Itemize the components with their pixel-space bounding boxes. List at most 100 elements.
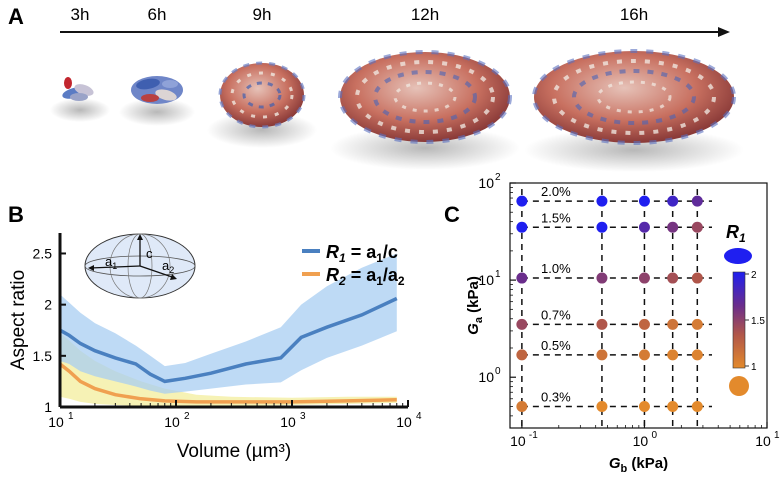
- legend-r1-label: R1 = a1/c: [326, 242, 398, 265]
- timepoint-16h: 16h: [620, 5, 648, 24]
- grid-point: [691, 400, 703, 412]
- grid-point: [667, 349, 679, 361]
- y-tick-label: 1: [44, 399, 52, 415]
- x-tick-label: 10: [755, 433, 771, 449]
- aggregate-9h: [218, 61, 306, 129]
- grid-point: [596, 195, 608, 207]
- grid-point: [691, 272, 703, 284]
- x-tick-label: 10: [510, 433, 526, 449]
- strain-label-bg: [536, 210, 572, 225]
- grid-point: [596, 400, 608, 412]
- grid-point: [638, 349, 650, 361]
- strain-label: 2.0%: [541, 184, 571, 199]
- grid-point: [638, 272, 650, 284]
- grid-point: [691, 349, 703, 361]
- grid-point: [516, 400, 528, 412]
- x-tick-label: 10: [280, 414, 296, 430]
- x-tick-exponent: -1: [529, 430, 538, 441]
- shadow-16h: [524, 128, 744, 172]
- y-axis-label: Aspect ratio: [8, 270, 29, 370]
- strain-label-bg: [536, 337, 572, 352]
- y-tick-label: 2: [44, 297, 52, 313]
- series-line-1: [59, 296, 398, 384]
- colorbar-tick-1-5: 1.5: [751, 316, 765, 327]
- grid-point: [667, 221, 679, 233]
- timepoint-9h: 9h: [253, 5, 272, 24]
- x-tick-exponent: 1: [774, 430, 780, 441]
- y-tick-exponent: 1: [495, 269, 501, 280]
- grid-point: [667, 195, 679, 207]
- strain-label: 0.7%: [541, 307, 571, 322]
- aggregate-6h: [131, 76, 183, 104]
- strain-label-bg: [536, 184, 572, 199]
- grid-point: [516, 272, 528, 284]
- grid-point: [596, 272, 608, 284]
- y-tick-label: 10: [478, 369, 494, 385]
- colorbar-tick-1: 1: [751, 362, 757, 373]
- y-tick-label: 10: [478, 272, 494, 288]
- grid-point: [638, 221, 650, 233]
- x-tick-label: 10: [164, 414, 180, 430]
- strain-label-bg: [536, 307, 572, 322]
- timepoint-3h: 3h: [71, 5, 90, 24]
- y-axis-label: Ga (kPa): [465, 276, 485, 335]
- x-tick-exponent: 3: [300, 411, 306, 422]
- grid-point: [667, 400, 679, 412]
- colorbar-gradient: [732, 271, 746, 369]
- timepoint-labels: 3h 6h 9h 12h 16h: [71, 5, 649, 24]
- panel-label-b: B: [8, 202, 24, 227]
- panel-label-a: A: [8, 4, 24, 29]
- grid-point: [516, 195, 528, 207]
- x-axis-label: Gb (kPa): [609, 455, 668, 475]
- series-line-2: [58, 362, 397, 404]
- grid-point: [691, 195, 703, 207]
- panel-label-c: C: [444, 202, 460, 227]
- aggregate-12h: [338, 50, 512, 144]
- grid-point: [516, 318, 528, 330]
- shadow-9h: [207, 112, 317, 148]
- y-tick-label: 10: [478, 175, 494, 191]
- legend-b: R1 = a1/c R2 = a1/a2: [302, 242, 405, 288]
- strain-label-bg: [536, 261, 572, 276]
- strain-label: 0.3%: [541, 389, 571, 404]
- colorbar-elongated-marker: [724, 248, 752, 264]
- strain-label-bg: [536, 389, 572, 404]
- y-tick-label: 1.5: [33, 348, 53, 364]
- strain-label: 1.0%: [541, 261, 571, 276]
- x-tick-label: 10: [396, 414, 412, 430]
- grid-point: [596, 318, 608, 330]
- grid-point: [638, 318, 650, 330]
- shadow-12h: [330, 126, 520, 170]
- timeline-arrow: [60, 27, 730, 37]
- timepoint-12h: 12h: [411, 5, 439, 24]
- grid-point: [667, 272, 679, 284]
- strain-label: 0.5%: [541, 338, 571, 353]
- x-axis-label: Volume (µm³): [177, 441, 291, 462]
- y-tick-label: 2.5: [33, 245, 53, 261]
- grid-point: [516, 221, 528, 233]
- grid-point: [691, 221, 703, 233]
- ellipsoid-inset: a1 c a2: [84, 233, 196, 299]
- aggregate-3h: [62, 77, 94, 101]
- grid-point: [691, 318, 703, 330]
- x-tick-label: 10: [48, 414, 64, 430]
- x-tick-exponent: 0: [651, 430, 657, 441]
- grid-point: [638, 400, 650, 412]
- x-tick-label: 10: [633, 433, 649, 449]
- stiffness-grid-chart: 0.3%0.5%0.7%1.0%1.5%2.0%10 -1 10 0 10 110 010 1…: [465, 172, 780, 475]
- grid-point: [596, 349, 608, 361]
- timepoint-6h: 6h: [148, 5, 167, 24]
- x-tick-exponent: 4: [416, 411, 422, 422]
- colorbar-title: R1: [726, 222, 746, 245]
- inset-label-c: c: [146, 246, 153, 261]
- y-tick-exponent: 2: [495, 172, 501, 183]
- series-band-1: [60, 253, 397, 394]
- strain-label: 1.5%: [541, 210, 571, 225]
- grid-point: [596, 221, 608, 233]
- shadow-6h: [119, 98, 195, 126]
- y-tick-exponent: 0: [495, 366, 501, 377]
- x-tick-exponent: 2: [184, 411, 190, 422]
- colorbar: R1 2 1.5 1: [724, 222, 765, 396]
